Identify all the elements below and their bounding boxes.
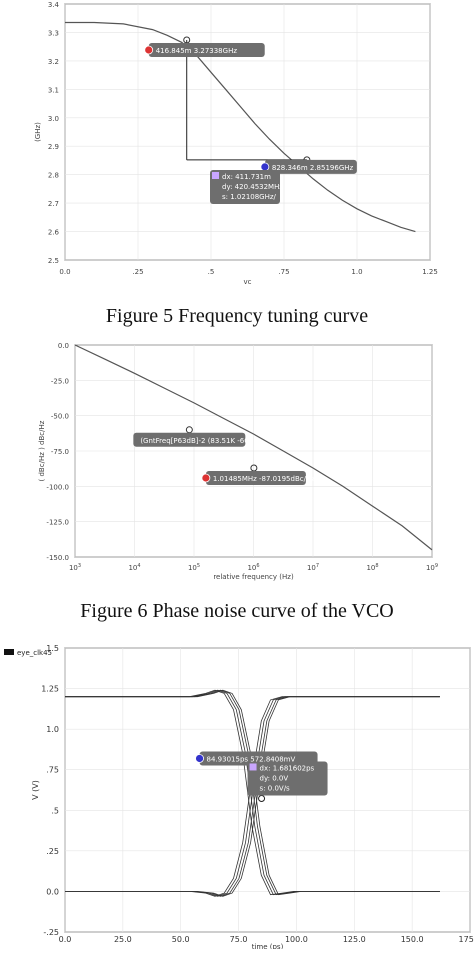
y-tick-label: 2.7 [48, 200, 59, 208]
marker-2-label-text: 1.01485MHz -87.0195dBc/Hz [213, 475, 315, 483]
y-tick-label: .25 [46, 847, 59, 856]
x-tick-label: .75 [278, 268, 289, 276]
series-line [74, 344, 433, 551]
y-tick-label: 3.0 [48, 115, 59, 123]
x-tick-label: 104 [128, 563, 140, 572]
marker-1-label-bg [133, 432, 246, 447]
y-axis-label: (GHz) [34, 122, 42, 142]
x-tick-label: 50.0 [172, 935, 190, 944]
y-tick-label: .75 [46, 766, 59, 775]
x-tick-label: 75.0 [230, 935, 248, 944]
y-tick-label: 1.0 [46, 725, 59, 734]
marker-2-label-bg [264, 159, 357, 174]
marker-1-label-dot [144, 45, 154, 55]
figure-5-caption: Figure 5 Frequency tuning curve [105, 305, 369, 327]
marker-1-label: (GntFreq[P63dB]-2 (83.51K -60) [133, 432, 252, 447]
y-tick-label: -50.0 [51, 413, 69, 421]
delta-dx: dx: 1.681602ps [260, 764, 315, 772]
y-tick-label: 2.8 [48, 172, 59, 180]
delta-readout: dx: 411.731m dy: 420.4532MHz s: 1.02108GHz… [210, 170, 283, 204]
delta-icon [249, 763, 257, 771]
y-tick-label: 3.3 [48, 29, 59, 37]
y-tick-label: -100.0 [46, 483, 69, 491]
marker-1-label-text: (GntFreq[P63dB]-2 (83.51K -60) [140, 437, 251, 445]
data-marker-1 [185, 426, 193, 434]
x-tick-label: 1.0 [351, 268, 362, 276]
x-tick-label: 105 [188, 563, 200, 572]
delta-dx: dx: 411.731m [222, 173, 271, 181]
x-tick-label: .25 [132, 268, 143, 276]
y-tick-label: -.25 [43, 928, 59, 937]
x-axis-label: time (ps) [252, 943, 284, 949]
figure-6-caption: Figure 6 Phase noise curve of the VCO [80, 600, 394, 622]
x-tick-label: 175.0 [459, 935, 474, 944]
delta-slope: s: 0.0V/s [260, 784, 291, 792]
marker-2-label-dot [260, 162, 270, 172]
x-tick-label: 125.0 [343, 935, 366, 944]
legend-swatch [4, 649, 14, 655]
marker-1-label-dot [195, 754, 204, 763]
marker-1-label-bg [148, 43, 265, 58]
x-tick-label: 103 [69, 563, 81, 572]
frequency-tuning-chart: 2.5 2.6 2.7 2.8 2.9 3.0 3.1 3.2 3.3 3.4 0.0 .25 .5 .7… [0, 0, 474, 300]
x-tick-label: .5 [208, 268, 215, 276]
y-tick-label: 0.0 [46, 887, 59, 896]
x-axis-label: vc [244, 278, 252, 286]
x-tick-label: 150.0 [401, 935, 424, 944]
marker-1-label-text: 84.93015ps 572.8408mV [207, 755, 296, 763]
y-tick-label: 2.5 [48, 257, 59, 265]
y-tick-label: 2.6 [48, 229, 60, 237]
y-tick-label: 3.2 [48, 58, 59, 66]
delta-dy: dy: 0.0V [260, 774, 289, 782]
delta-dy: dy: 420.4532MHz [222, 183, 283, 191]
x-tick-label: 109 [426, 563, 438, 572]
data-marker-2 [250, 464, 258, 472]
phase-noise-chart: 0.0 -25.0 -50.0 -75.0 -100.0 -125.0 -150.0 103 1… [0, 335, 474, 590]
legend-label: eye_clk45 [17, 649, 52, 657]
marker-1-label: 416.845m 3.27338GHz [144, 43, 265, 58]
marker-2-label-text: 828.346m 2.85196GHz [272, 164, 354, 172]
y-tick-label: -75.0 [51, 448, 69, 456]
y-axis-label: ( dBc/Hz ) dBc/Hz [38, 420, 46, 481]
y-tick-label: -25.0 [51, 377, 69, 385]
x-tick-label: 108 [366, 563, 378, 572]
delta-readout-bg [210, 170, 280, 204]
y-tick-label: 0.0 [58, 342, 69, 350]
delta-icon [212, 172, 219, 179]
x-tick-label: 0.0 [59, 268, 70, 276]
series-line [65, 21, 416, 233]
x-tick-label: 1.25 [422, 268, 438, 276]
y-axis-label: V (V) [31, 780, 40, 800]
marker-2-label: 1.01485MHz -87.0195dBc/Hz [201, 470, 315, 485]
y-tick-label: 1.5 [46, 644, 59, 653]
x-axis-label: relative frequency (Hz) [213, 573, 294, 581]
y-tick-label: 1.25 [41, 685, 59, 694]
x-tick-label: 0.0 [59, 935, 72, 944]
y-tick-label: -150.0 [46, 554, 69, 562]
marker-2-label-bg [205, 470, 306, 485]
y-tick-label: .5 [51, 806, 59, 815]
y-tick-label: 3.4 [48, 1, 60, 9]
delta-readout: dx: 1.681602ps dy: 0.0V s: 0.0V/s [247, 761, 328, 796]
y-tick-label: 3.1 [48, 86, 59, 94]
x-tick-label: 100.0 [285, 935, 308, 944]
eye-trace-2-4 [65, 696, 440, 897]
marker-2-label-dot [201, 473, 211, 483]
eye-diagram-chart: eye_clk45 -.25 0.0.25.5.75 1.0 1.25 1.5 0.0 25.… [0, 635, 474, 951]
delta-slope: s: 1.02108GHz/ [222, 193, 277, 201]
x-tick-label: 106 [247, 563, 259, 572]
plot-frame [64, 3, 431, 261]
x-tick-label: 25.0 [114, 935, 132, 944]
y-tick-label: 2.9 [48, 143, 59, 151]
marker-2-label: 828.346m 2.85196GHz [260, 159, 357, 174]
marker-1-label-text: 416.845m 3.27338GHz [156, 47, 238, 55]
x-tick-label: 107 [307, 563, 319, 572]
eye-diagram-plot: eye_clk45-.250.0.25.5.751.01.251.50.0 25.… [4, 644, 474, 951]
y-tick-label: -125.0 [46, 519, 69, 527]
frequency-tuning-plot: 2.5 2.6 2.7 2.8 2.9 3.0 3.1 3.2 3.3 3.4 0.0 .25 .5 .7… [34, 1, 438, 286]
delta-readout-bg [247, 761, 328, 796]
